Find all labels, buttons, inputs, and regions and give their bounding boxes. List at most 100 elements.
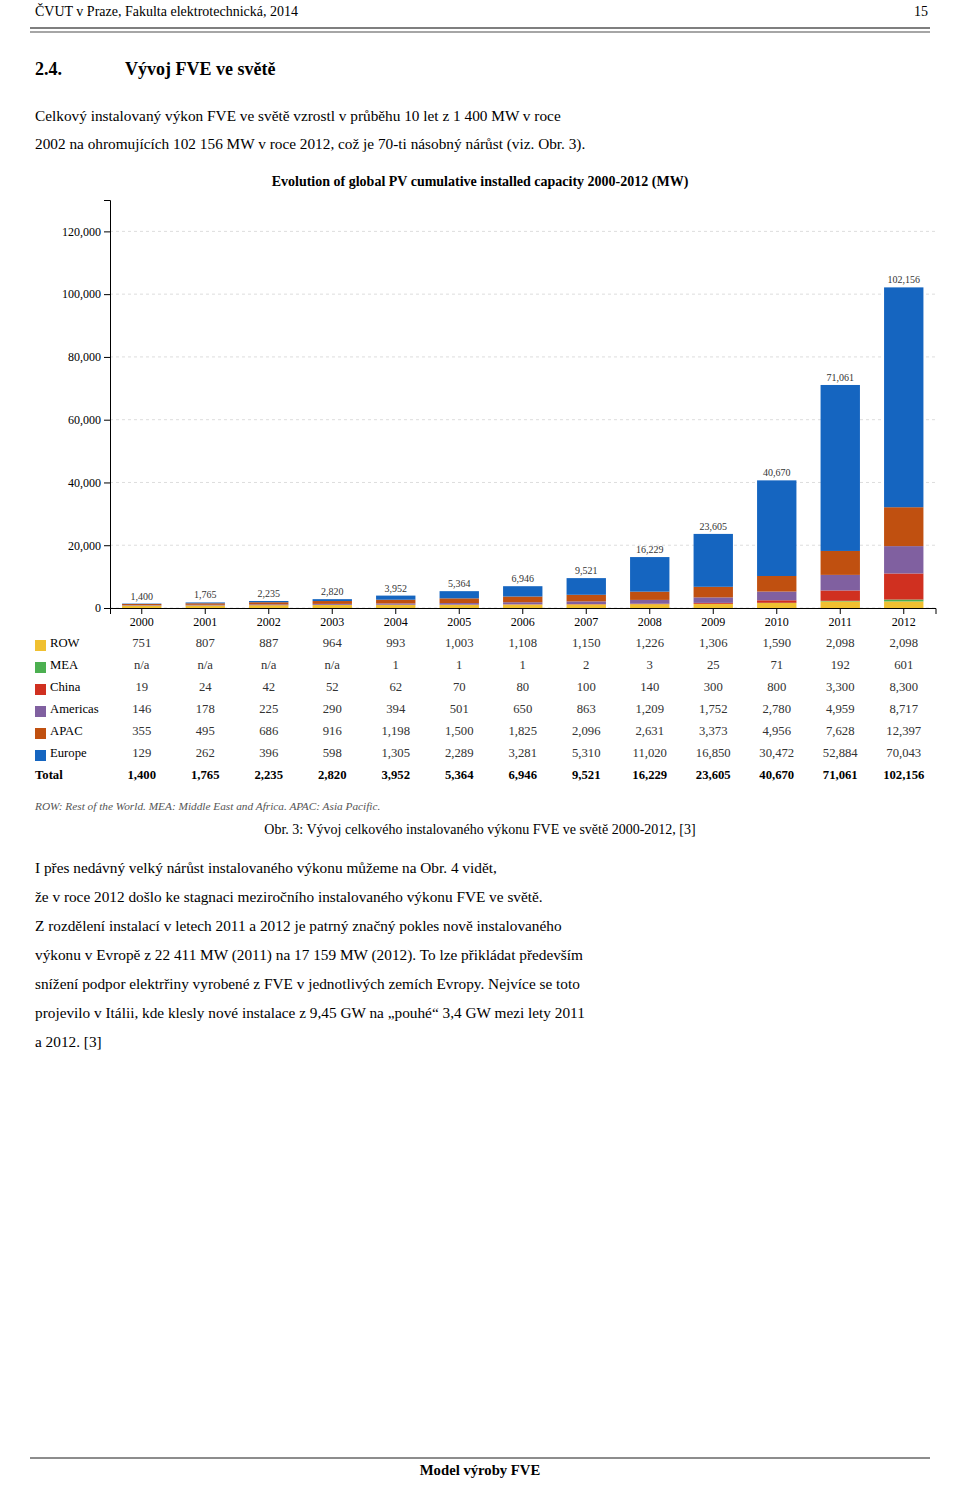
bar-segment (376, 603, 415, 604)
table-cell: 396 (259, 746, 278, 760)
x-tick-label: 2000 (130, 615, 154, 629)
table-cell: 598 (323, 746, 342, 760)
bar-segment (440, 591, 479, 598)
page-footer: Model výroby FVE (420, 1462, 541, 1478)
table-cell: 1,150 (572, 636, 601, 650)
table-cell: 2,780 (762, 702, 791, 716)
bar-segment (186, 602, 225, 604)
y-tick: 80,000 (68, 350, 110, 364)
table-cell: 290 (323, 702, 342, 716)
table-cell: 3,373 (699, 724, 728, 738)
x-tick-label: 2002 (257, 615, 281, 629)
table-cell: 24 (199, 680, 212, 694)
bar-segment (122, 606, 161, 608)
table-cell: 501 (450, 702, 469, 716)
bar-segment (884, 287, 923, 507)
chart-title: Evolution of global PV cumulative instal… (272, 174, 689, 190)
bar-segment (503, 605, 542, 608)
table-swatch (35, 684, 46, 695)
bar-segment (313, 601, 352, 604)
bar-segment (694, 534, 733, 587)
bar-segment (630, 600, 669, 604)
table-row-name: APAC (50, 724, 83, 738)
paragraph-line: výkonu v Evropě z 22 411 MW (2011) na 17… (35, 946, 583, 964)
table-cell: n/a (197, 658, 213, 672)
y-axis-line (104, 201, 111, 609)
y-axis: 020,00040,00060,00080,000100,000120,000 (62, 201, 111, 616)
x-tick-mark (141, 608, 142, 614)
bar-segment (694, 604, 733, 608)
bar-segment (821, 385, 860, 551)
bar-segment (757, 603, 796, 608)
bar-segment (567, 601, 606, 604)
section-title: Vývoj FVE ve světě (125, 59, 275, 79)
total-label: 3,952 (385, 583, 408, 594)
page-number: 15 (914, 4, 928, 19)
x-tick: 2010 (765, 608, 789, 629)
bar-segment (757, 480, 796, 576)
bar-segment (884, 601, 923, 608)
bar-segment (249, 602, 288, 604)
table-cell: 80 (516, 680, 529, 694)
bar-segment (694, 603, 733, 604)
table-cell: 71,061 (823, 768, 858, 782)
table-cell: 2,098 (826, 636, 855, 650)
table-cell: 1 (520, 658, 526, 672)
bar-segment (694, 587, 733, 598)
footer-note: ROW: Rest of the World. MEA: Middle East… (34, 800, 380, 812)
table-cell: 1,305 (381, 746, 410, 760)
bar-segment (376, 604, 415, 605)
y-tick-label: 60,000 (68, 413, 101, 427)
x-tick-mark (776, 608, 777, 614)
y-tick-mark (104, 545, 110, 546)
table-cell: 1 (456, 658, 462, 672)
paragraph-line: Z rozdělení instalací v letech 2011 a 20… (35, 917, 562, 934)
bar-segment (376, 605, 415, 608)
table-cell: 16,850 (696, 746, 731, 760)
total-label: 6,946 (512, 573, 535, 584)
table-cell: 2,631 (635, 724, 664, 738)
table-cell: 887 (259, 636, 278, 650)
page: ČVUT v Praze, Fakulta elektrotechnická, … (0, 0, 960, 1488)
total-label: 40,670 (763, 467, 791, 478)
x-tick: 2000 (130, 608, 154, 629)
total-label: 9,521 (575, 565, 598, 576)
table-cell: 42 (262, 680, 275, 694)
grid-line (110, 356, 936, 357)
x-tick-mark (903, 608, 904, 614)
bar-segment (186, 605, 225, 606)
y-tick: 60,000 (68, 413, 110, 427)
table-cell: 1,003 (445, 636, 474, 650)
bar-segment (186, 605, 225, 606)
y-tick: 120,000 (62, 225, 110, 239)
bar-segment (313, 604, 352, 605)
page-header: ČVUT v Praze, Fakulta elektrotechnická, … (35, 3, 298, 19)
bar-segment (567, 604, 606, 608)
table-cell: 1,765 (191, 768, 220, 782)
bar-segment (313, 605, 352, 608)
bar-segment (884, 546, 923, 573)
x-tick-mark (332, 608, 333, 614)
bar-segment (249, 605, 288, 608)
bar-segment (186, 603, 225, 605)
x-tick-label: 2008 (638, 615, 662, 629)
bar-segment (313, 604, 352, 605)
header-rule (30, 27, 930, 28)
table-cell: 601 (894, 658, 913, 672)
table-cell: 5,364 (445, 768, 474, 782)
y-tick-mark (104, 231, 110, 232)
table-cell: 7,628 (826, 724, 855, 738)
bar-segment (440, 605, 479, 608)
x-tick: 2011 (828, 608, 852, 629)
y-tick-label: 0 (95, 601, 101, 615)
bar-segment (630, 604, 669, 605)
table-cell: 863 (577, 702, 596, 716)
bar-segment (440, 598, 479, 603)
total-label: 2,235 (258, 588, 281, 599)
bar-segment (821, 590, 860, 600)
table-cell: 100 (577, 680, 596, 694)
table-cell: 495 (196, 724, 215, 738)
x-tick-mark (205, 608, 206, 614)
header-rule (30, 32, 930, 33)
section-number: 2.4. (35, 59, 62, 79)
